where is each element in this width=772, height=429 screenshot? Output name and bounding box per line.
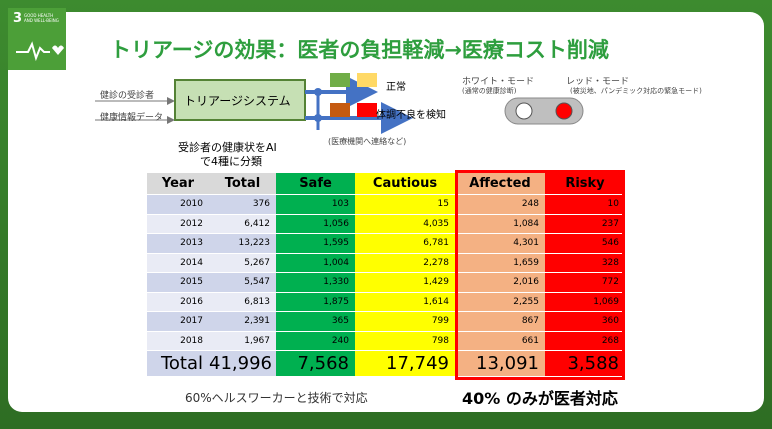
table-cell: 268	[545, 331, 625, 351]
badge-icon	[16, 41, 64, 62]
header-cell: Cautious	[355, 173, 455, 195]
header-cell: Affected	[455, 173, 545, 195]
badge-number: 3	[13, 11, 23, 26]
header-cell: Risky	[545, 173, 625, 195]
caption: で4種に分類	[200, 155, 262, 168]
table-cell: 6,813	[209, 292, 276, 312]
table-cell: 798	[355, 331, 455, 351]
table-cell: 4,035	[355, 214, 455, 234]
total-cell: Total	[147, 351, 209, 377]
table-cell: 2,016	[455, 273, 545, 293]
table-cell: 2014	[147, 253, 209, 273]
table-cell: 2,391	[209, 312, 276, 332]
total-cell: 17,749	[355, 351, 455, 377]
table-cell: 360	[545, 312, 625, 332]
table-cell: 10	[545, 195, 625, 215]
note: (医療機関へ連絡など)	[328, 137, 407, 146]
table-cell: 2,278	[355, 253, 455, 273]
header-cell: Safe	[276, 173, 355, 195]
table-cell: 1,875	[276, 292, 355, 312]
table-cell: 5,547	[209, 273, 276, 293]
table-cell: 248	[455, 195, 545, 215]
table-cell: 328	[545, 253, 625, 273]
table-cell: 15	[355, 195, 455, 215]
table-cell: 237	[545, 214, 625, 234]
table-cell: 2,255	[455, 292, 545, 312]
highlight-box	[455, 170, 625, 380]
total-cell: 3,588	[545, 351, 625, 377]
table-cell: 240	[276, 331, 355, 351]
table-cell: 1,967	[209, 331, 276, 351]
table-cell: 1,084	[455, 214, 545, 234]
table-cell: 2010	[147, 195, 209, 215]
table-cell: 867	[455, 312, 545, 332]
mode-name: ホワイト・モード	[462, 77, 535, 87]
mode-desc: (通常の健康診断)	[462, 87, 517, 95]
table-cell: 546	[545, 234, 625, 254]
table-cell: 365	[276, 312, 355, 332]
table-cell: 1,330	[276, 273, 355, 293]
footer-left: 60%ヘルスワーカーと技術で対応	[185, 391, 368, 405]
header-cell: Year	[147, 173, 209, 195]
table-cell: 2013	[147, 234, 209, 254]
table-cell: 2012	[147, 214, 209, 234]
output-label: 体調不良を検知	[376, 110, 446, 121]
table-cell: 1,429	[355, 273, 455, 293]
mode-desc: (被災地、パンデミック対応の緊急モード)	[570, 87, 702, 95]
table-cell: 661	[455, 331, 545, 351]
badge-label: GOOD HEALTH AND WELL-BEING	[24, 13, 59, 23]
title: トリアージの効果：医者の負担軽減→医療コスト削減	[110, 38, 609, 62]
table-cell: 2017	[147, 312, 209, 332]
table-cell: 1,595	[276, 234, 355, 254]
table-cell: 1,659	[455, 253, 545, 273]
table-cell: 2015	[147, 273, 209, 293]
total-cell: 13,091	[455, 351, 545, 377]
table-cell: 4,301	[455, 234, 545, 254]
table-cell: 2018	[147, 331, 209, 351]
sdg-badge: 3 GOOD HEALTH AND WELL-BEING	[8, 8, 66, 70]
caption: 受診者の健康状をAI	[178, 141, 277, 154]
table-cell: 1,614	[355, 292, 455, 312]
table-cell: 6,412	[209, 214, 276, 234]
system-label: トリアージシステム	[184, 94, 291, 108]
table-cell: 103	[276, 195, 355, 215]
table-cell: 376	[209, 195, 276, 215]
total-cell: 7,568	[276, 351, 355, 377]
header-cell: Total	[209, 173, 276, 195]
input-label: 健康情報データ	[100, 113, 164, 123]
total-cell: 41,996	[209, 351, 276, 377]
table-cell: 1,069	[545, 292, 625, 312]
table-cell: 13,223	[209, 234, 276, 254]
table-cell: 1,004	[276, 253, 355, 273]
input-label: 健診の受診者	[100, 91, 155, 101]
output-label: 正常	[386, 82, 406, 93]
mode-name: レッド・モード	[566, 77, 630, 87]
table-cell: 2016	[147, 292, 209, 312]
table-cell: 6,781	[355, 234, 455, 254]
footer-right: 40% のみが医者対応	[462, 389, 618, 408]
table-cell: 5,267	[209, 253, 276, 273]
table-cell: 799	[355, 312, 455, 332]
table-cell: 772	[545, 273, 625, 293]
table-cell: 1,056	[276, 214, 355, 234]
